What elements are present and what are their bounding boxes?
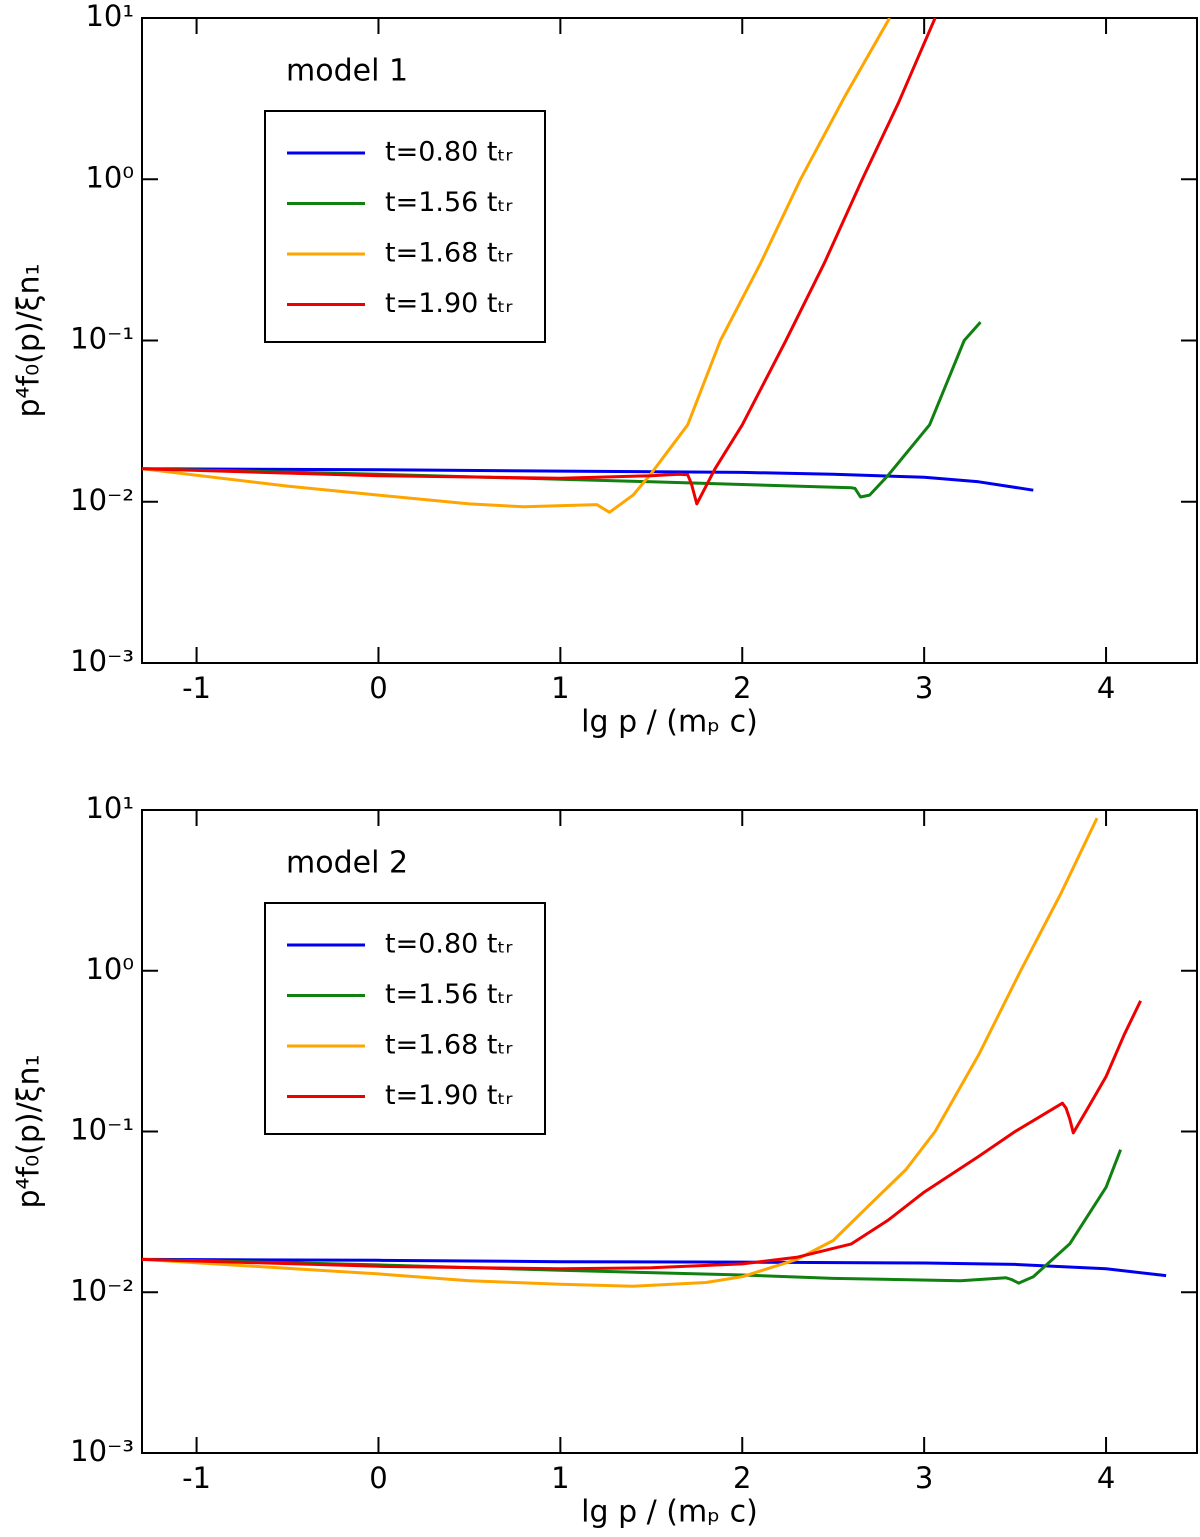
x-tick-label: 3 <box>915 671 933 705</box>
x-tick-label: 1 <box>551 671 569 705</box>
annotation: model 1 <box>286 54 408 89</box>
y-tick-label: 10¹ <box>85 791 134 825</box>
x-tick-label: 0 <box>369 671 387 705</box>
legend: t=0.80 tₜᵣ t=1.56 tₜᵣ t=1.68 tₜᵣ t=1.90 tₜᵣ <box>264 902 546 1135</box>
y-tick-label: 10⁻¹ <box>70 1113 134 1147</box>
x-axis-label: lg p / (mₚ c) <box>581 1495 758 1530</box>
series-line <box>142 18 937 506</box>
x-tick-label: -1 <box>182 1461 211 1495</box>
y-tick-label: 10⁻² <box>70 1273 134 1307</box>
legend-label: t=0.80 tₜᵣ <box>385 929 512 960</box>
x-tick-label: -1 <box>182 671 211 705</box>
y-tick-label: 10⁻³ <box>70 644 134 678</box>
panel: -1 0 1 2 3 4 10⁻³ 10⁻² 10⁻¹ 10⁰ 10¹ lg p / (mₚ c) p⁴… <box>12 0 1198 740</box>
annotation: model 2 <box>286 846 408 881</box>
legend-label: t=1.56 tₜᵣ <box>385 187 512 218</box>
x-axis-label: lg p / (mₚ c) <box>581 705 758 740</box>
y-axis-label: p⁴f₀(p)/ξn₁ <box>12 1055 47 1209</box>
series-group <box>142 817 1167 1288</box>
legend-label: t=0.80 tₜᵣ <box>385 137 512 168</box>
panel: -1 0 1 2 3 4 10⁻³ 10⁻² 10⁻¹ 10⁰ 10¹ lg p / (mₚ c) p⁴… <box>12 791 1198 1530</box>
legend-label: t=1.68 tₜᵣ <box>385 238 512 269</box>
series-line <box>142 467 1034 492</box>
y-axis-label: p⁴f₀(p)/ξn₁ <box>12 264 47 418</box>
legend: t=0.80 tₜᵣ t=1.56 tₜᵣ t=1.68 tₜᵣ t=1.90 tₜᵣ <box>264 110 546 343</box>
series-group <box>142 18 1034 514</box>
y-tick-label: 10⁻³ <box>70 1434 134 1468</box>
x-tick-label: 4 <box>1097 671 1115 705</box>
x-tick-label: 3 <box>915 1461 933 1495</box>
x-tick-label: 2 <box>733 671 751 705</box>
y-tick-label: 10⁰ <box>85 952 134 986</box>
legend-label: t=1.90 tₜᵣ <box>385 1080 512 1111</box>
y-tick-label: 10¹ <box>85 0 134 33</box>
y-tick-label: 10⁰ <box>85 160 134 194</box>
x-tick-label: 2 <box>733 1461 751 1495</box>
series-line <box>142 1149 1122 1285</box>
series-line <box>142 18 891 514</box>
legend-label: t=1.90 tₜᵣ <box>385 288 512 319</box>
legend-label: t=1.68 tₜᵣ <box>385 1030 512 1061</box>
y-tick-label: 10⁻² <box>70 483 134 517</box>
y-tick-label: 10⁻¹ <box>70 322 134 356</box>
x-tick-label: 4 <box>1097 1461 1115 1495</box>
series-line <box>142 817 1099 1288</box>
legend-label: t=1.56 tₜᵣ <box>385 979 512 1010</box>
series-line <box>142 1257 1167 1278</box>
x-tick-label: 0 <box>369 1461 387 1495</box>
series-line <box>142 1000 1142 1271</box>
x-tick-label: 1 <box>551 1461 569 1495</box>
